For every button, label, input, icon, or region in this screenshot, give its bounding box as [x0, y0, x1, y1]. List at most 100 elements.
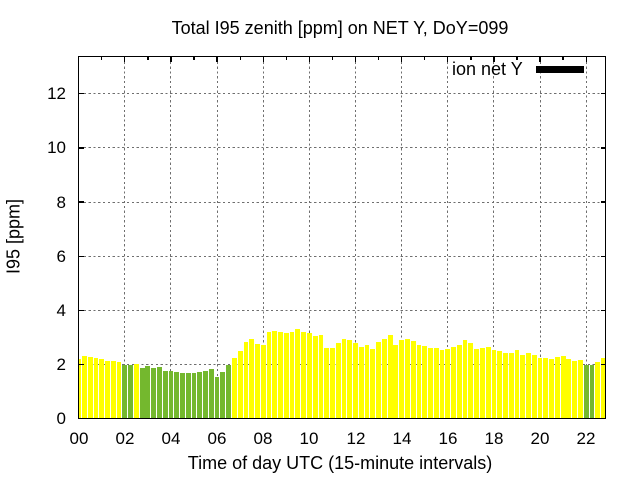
bar-10:15 — [312, 335, 318, 419]
bar-15:15 — [428, 348, 433, 419]
bar-09:45 — [301, 331, 306, 419]
bar-10:45 — [324, 348, 330, 419]
bar-22:45 — [601, 357, 606, 419]
bar-04:15 — [174, 371, 180, 419]
bar-18:15 — [497, 351, 503, 419]
bar-17:30 — [479, 348, 485, 419]
bar-16:00 — [445, 349, 451, 419]
x-tick-label: 16 — [438, 429, 458, 448]
bar-04:00 — [168, 370, 174, 419]
axis-tick — [79, 147, 84, 149]
bar-08:30 — [272, 331, 278, 419]
axis-tick — [401, 57, 403, 62]
axis-tick — [424, 57, 426, 60]
y-tick-label: 2 — [56, 355, 66, 375]
bar-20:30 — [549, 359, 554, 419]
gridline-horizontal — [79, 147, 606, 149]
gridline-vertical — [216, 57, 218, 419]
bar-09:00 — [283, 332, 289, 419]
bar-16:45 — [462, 339, 468, 419]
bar-15:00 — [422, 346, 428, 419]
bar-07:15 — [243, 342, 249, 419]
bar-17:00 — [468, 343, 474, 419]
x-tick-label: 18 — [484, 429, 504, 448]
gridline-vertical — [355, 57, 356, 419]
x-tick-label: 04 — [161, 429, 181, 448]
axis-tick — [79, 363, 84, 366]
axis-tick — [600, 255, 606, 257]
bar-01:15 — [105, 361, 110, 419]
gridline-vertical — [493, 57, 495, 419]
bar-14:00 — [399, 339, 405, 419]
bar-17:15 — [474, 348, 479, 419]
gridline-vertical — [585, 57, 587, 419]
x-tick-label: 06 — [207, 429, 227, 448]
axis-tick — [600, 93, 606, 95]
bar-09:15 — [289, 332, 295, 419]
x-tick-label: 00 — [69, 429, 89, 448]
legend-label: ion net Y — [452, 59, 523, 79]
bar-07:45 — [255, 343, 260, 419]
axis-tick — [331, 57, 334, 60]
axis-tick — [170, 57, 172, 62]
axis-tick — [124, 57, 126, 62]
gridline-horizontal — [79, 93, 606, 95]
bar-18:45 — [508, 353, 514, 419]
bar-14:30 — [410, 340, 416, 419]
bar-11:00 — [330, 348, 335, 419]
axis-tick — [78, 57, 80, 62]
bar-10:30 — [318, 334, 324, 419]
x-tick-label: 20 — [530, 429, 550, 448]
bar-03:30 — [157, 366, 162, 419]
axis-tick — [239, 57, 241, 60]
bar-06:30 — [226, 365, 232, 419]
bar-02:45 — [139, 367, 145, 419]
bar-01:00 — [99, 358, 105, 419]
bar-00:15 — [82, 355, 87, 419]
axis-tick — [285, 57, 287, 60]
bar-22:30 — [595, 362, 601, 419]
axis-tick — [79, 255, 84, 257]
bar-18:30 — [503, 353, 508, 419]
bar-08:45 — [278, 331, 283, 419]
bar-19:00 — [514, 350, 520, 419]
bar-01:45 — [116, 361, 122, 419]
bar-01:30 — [110, 360, 116, 419]
axis-tick — [147, 57, 149, 60]
axis-tick — [600, 309, 606, 312]
axis-tick — [539, 57, 541, 62]
axis-tick — [79, 309, 84, 312]
axis-tick — [79, 418, 84, 420]
bar-07:30 — [249, 339, 255, 419]
y-tick-label: 8 — [56, 192, 66, 212]
axis-tick — [101, 57, 103, 60]
bar-02:00 — [122, 364, 128, 419]
axis-tick — [193, 57, 195, 60]
bar-05:30 — [203, 371, 208, 419]
bar-21:00 — [560, 356, 566, 419]
axis-tick — [562, 57, 564, 60]
bar-19:30 — [526, 353, 531, 419]
bar-16:15 — [451, 347, 456, 419]
bar-06:45 — [231, 357, 237, 419]
x-tick-label: 02 — [115, 429, 135, 448]
bar-22:15 — [589, 364, 595, 419]
gridline-vertical — [539, 57, 541, 419]
bar-11:15 — [335, 343, 341, 419]
axis-tick — [516, 57, 518, 60]
axis-tick — [262, 57, 264, 62]
x-tick-label: 10 — [299, 429, 319, 448]
y-tick-label: 6 — [56, 246, 66, 266]
gridline-vertical — [170, 57, 172, 419]
bar-16:30 — [456, 344, 462, 419]
bar-13:45 — [393, 344, 399, 419]
bar-12:15 — [358, 346, 364, 419]
gridline-vertical — [308, 57, 310, 419]
gridline-horizontal — [79, 255, 606, 257]
axis-tick — [79, 93, 84, 95]
gridline-vertical — [124, 57, 126, 419]
axis-tick — [600, 147, 606, 149]
bar-13:00 — [376, 342, 381, 419]
gridline-horizontal — [79, 201, 606, 203]
